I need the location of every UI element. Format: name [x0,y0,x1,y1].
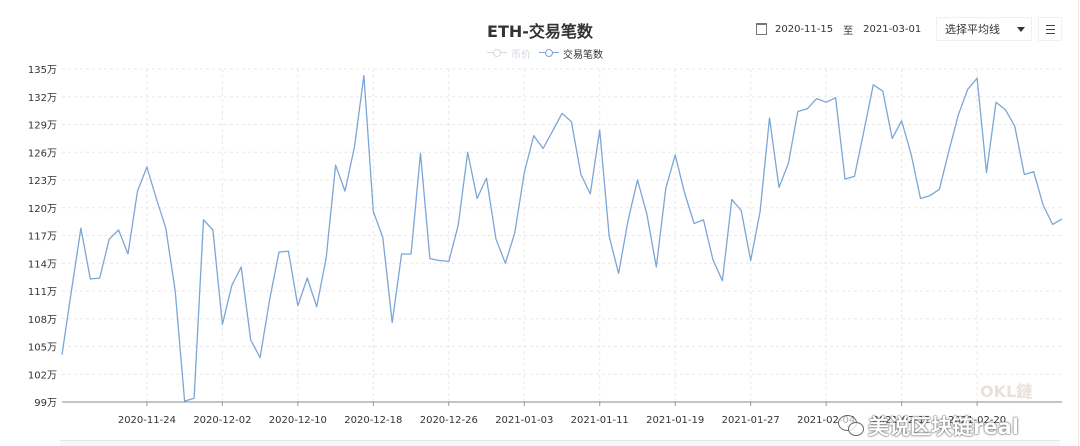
y-tick-label: 111万 [28,287,57,298]
legend-label-transactions: 交易笔数 [563,49,603,61]
series-line-transactions[interactable] [61,74,1063,402]
x-tick-label: 2020-12-26 [420,415,478,426]
watermark-text: 美说区块链real [868,415,1019,439]
x-tick-label: 2021-02-20 [948,415,1006,426]
account-watermark: 美说区块链real [838,410,1019,442]
y-tick-label: 99万 [34,398,57,409]
x-axis-ticks: 2020-11-24 2020-12-02 2020-12-10 2020-12-18… [118,415,1006,426]
x-tick-label: 2020-12-02 [193,415,251,426]
x-tick-label: 2021-02-04 [797,415,855,426]
data-zoom-track[interactable] [60,440,1060,446]
hamburger-menu-icon [1045,24,1055,34]
date-range-picker[interactable]: 2020-11-15 至 2021-03-01 [752,18,932,40]
chart-legend: 币价 交易笔数 [487,46,611,61]
x-tick-label: 2021-01-03 [495,415,553,426]
date-separator: 至 [843,25,854,37]
y-tick-label: 117万 [28,232,57,243]
okl-logo: OKL鏈 [980,382,1033,401]
y-axis-ticks: 99万 102万 105万 108万 111万 114万 117万 120万 123万 126万 1… [28,65,57,409]
legend-item-price[interactable]: 币价 [487,46,531,61]
x-tick-label: 2021-01-11 [571,415,629,426]
wechat-icon [838,415,864,437]
date-end[interactable]: 2021-03-01 [863,23,922,35]
y-tick-label: 102万 [28,370,57,381]
y-tick-label: 132万 [28,93,57,104]
chart-menu-button[interactable] [1038,17,1062,41]
x-tick-label: 2021-01-19 [646,415,704,426]
x-tick-label: 2021-01-27 [722,415,780,426]
series-layer [61,74,1063,402]
y-tick-label: 114万 [28,259,57,270]
y-tick-label: 129万 [28,121,57,132]
y-tick-label: 135万 [28,65,57,76]
legend-line-marker-icon [487,47,507,59]
moving-average-select[interactable]: 选择平均线 [936,17,1032,41]
x-tick-label: 2021-02-12 [873,415,931,426]
y-tick-label: 108万 [28,315,57,326]
legend-line-marker-icon [539,47,559,59]
y-tick-label: 120万 [28,204,57,215]
moving-average-select-label: 选择平均线 [945,23,1000,36]
date-start[interactable]: 2020-11-15 [775,23,834,35]
axes [62,401,1062,406]
y-tick-label: 105万 [28,343,57,354]
grid-lines [62,68,1062,402]
x-tick-label: 2020-12-18 [344,415,402,426]
y-tick-label: 126万 [28,148,57,159]
chevron-down-icon [1017,26,1025,32]
legend-item-transactions[interactable]: 交易笔数 [539,46,603,61]
calendar-icon [756,23,767,35]
y-tick-label: 123万 [28,176,57,187]
legend-label-price: 币价 [511,49,531,61]
x-tick-label: 2020-11-24 [118,415,176,426]
x-tick-label: 2020-12-10 [269,415,327,426]
chart-title: ETH-交易笔数 [487,22,593,41]
